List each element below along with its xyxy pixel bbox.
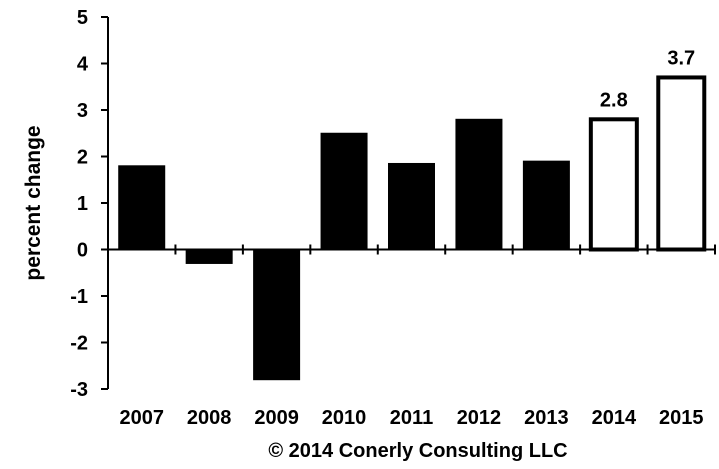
x-tick-label-2012: 2012 — [457, 407, 502, 429]
y-tick-label: 3 — [77, 100, 88, 122]
y-tick-label: -2 — [70, 333, 88, 355]
y-axis-ticks: 5 4 3 2 1 0 -1 -2 -3 — [70, 7, 108, 401]
x-tick-label-2014: 2014 — [592, 407, 637, 429]
x-tick-label-2008: 2008 — [187, 407, 232, 429]
bar-2008 — [185, 249, 233, 264]
x-tick-label-2011: 2011 — [390, 407, 433, 429]
y-tick-label: -3 — [70, 379, 88, 401]
bar-2009 — [253, 249, 301, 381]
x-tick-label-2009: 2009 — [254, 407, 299, 429]
data-label-2014: 2.8 — [600, 89, 628, 111]
bar-2012 — [455, 118, 503, 250]
bar-2010 — [320, 132, 368, 250]
y-tick-label: 0 — [77, 240, 88, 262]
y-tick-label: 1 — [77, 193, 88, 215]
x-tick-label-2013: 2013 — [524, 407, 569, 429]
x-tick-label-2007: 2007 — [119, 407, 164, 429]
bar-2013 — [522, 160, 570, 250]
y-axis-title: percent change — [22, 125, 45, 280]
y-tick-label: -1 — [70, 286, 88, 308]
x-tick-label-2010: 2010 — [322, 407, 367, 429]
bar-2007 — [118, 165, 166, 250]
bar-2011 — [388, 162, 435, 251]
x-axis-ticks: 2007 2008 2009 2010 2011 2012 2013 2014 2015 — [119, 407, 703, 429]
bar-2014 — [588, 117, 639, 252]
y-tick-label: 4 — [77, 54, 89, 76]
x-tick-label-2015: 2015 — [659, 407, 704, 429]
y-tick-label: 5 — [77, 7, 88, 29]
data-labels-group: 2.8 3.7 — [600, 47, 695, 111]
data-label-2015: 3.7 — [667, 47, 695, 69]
bar-2015 — [656, 75, 707, 252]
bars-group — [118, 75, 707, 381]
copyright-caption: © 2014 Conerly Consulting LLC — [268, 440, 567, 462]
y-tick-label: 2 — [77, 147, 88, 169]
